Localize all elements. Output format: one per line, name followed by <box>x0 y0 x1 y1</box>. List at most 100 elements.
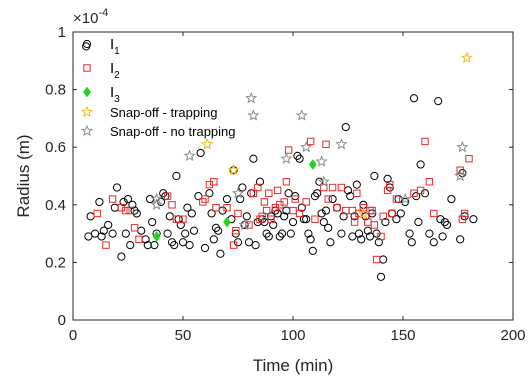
point-i1 <box>392 215 401 224</box>
plot-area <box>72 31 514 321</box>
point-i1 <box>209 235 218 244</box>
point-i2 <box>416 186 425 195</box>
point-i1 <box>324 223 333 232</box>
point-i2 <box>311 215 319 223</box>
point-i2 <box>254 183 262 192</box>
point-i1 <box>163 229 172 238</box>
point-snapoff-no-trapping <box>245 91 258 104</box>
x-axis-label: Time (min) <box>253 356 334 375</box>
point-i1 <box>187 209 196 218</box>
point-snapoff-no-trapping <box>247 109 260 121</box>
point-i1 <box>99 226 108 235</box>
point-i1 <box>401 197 410 207</box>
point-snapoff-no-trapping <box>231 186 245 199</box>
point-i1 <box>357 235 366 244</box>
point-i1 <box>97 232 106 241</box>
point-i2 <box>262 206 271 215</box>
point-i2 <box>465 155 473 163</box>
point-i1 <box>178 238 188 247</box>
y-exponent-label: ×10-4 <box>73 7 108 27</box>
point-i1 <box>425 229 434 238</box>
point-i1 <box>104 220 113 230</box>
point-i1 <box>189 226 199 235</box>
x-tick-label: 100 <box>280 327 305 344</box>
point-i2 <box>421 137 429 146</box>
point-i2 <box>229 241 238 249</box>
point-i3 <box>308 159 317 170</box>
point-i2 <box>280 198 288 206</box>
point-i1 <box>436 215 445 224</box>
legend-marker-snapoff-trapping <box>80 105 94 118</box>
point-i1 <box>295 154 304 163</box>
point-snapoff-no-trapping <box>300 140 313 153</box>
point-i1 <box>352 180 361 189</box>
point-i1 <box>365 232 375 241</box>
point-i2 <box>179 215 187 223</box>
point-i2 <box>337 183 346 192</box>
point-snapoff-trapping <box>227 163 240 176</box>
legend-label: Snap-off - no trapping <box>110 124 236 139</box>
y-tick-label: 1 <box>58 24 66 41</box>
point-i1 <box>108 229 117 238</box>
point-i1 <box>416 160 425 169</box>
point-i2 <box>265 189 273 197</box>
point-i2 <box>322 140 330 149</box>
point-snapoff-no-trapping <box>183 149 196 161</box>
point-i1 <box>148 217 157 227</box>
point-i1 <box>185 241 194 250</box>
legend-label-name: I <box>110 84 114 101</box>
point-i2 <box>130 224 139 232</box>
point-i1 <box>112 183 122 192</box>
point-i1 <box>288 217 298 227</box>
point-i2 <box>210 178 218 186</box>
point-i1 <box>414 217 423 227</box>
point-i2 <box>168 201 176 209</box>
point-i2 <box>372 255 381 264</box>
point-i2 <box>355 209 363 218</box>
legend-label-name: Snap-off - trapping <box>110 105 217 120</box>
legend-label: I1 <box>110 36 120 57</box>
point-i1 <box>440 217 449 227</box>
point-i3 <box>152 231 161 242</box>
point-i1 <box>313 189 322 198</box>
point-snapoff-no-trapping <box>315 155 328 167</box>
point-i2 <box>460 209 469 218</box>
point-i2 <box>258 212 266 221</box>
point-i2 <box>458 215 467 223</box>
legend-label: Snap-off - trapping <box>110 105 217 120</box>
point-i1 <box>196 148 205 158</box>
point-i1 <box>181 229 190 238</box>
data-points <box>82 42 478 281</box>
point-i1 <box>337 229 346 238</box>
y-exponent-power: -4 <box>98 7 108 19</box>
point-i2 <box>135 235 143 244</box>
point-i1 <box>381 217 390 227</box>
point-i2 <box>377 232 385 241</box>
point-i1 <box>383 174 392 183</box>
point-i1 <box>326 238 335 247</box>
point-i1 <box>293 151 302 160</box>
point-i1 <box>376 272 386 281</box>
point-i1 <box>407 238 416 247</box>
point-i1 <box>299 215 309 224</box>
y-tick-label: 0.6 <box>45 139 66 156</box>
point-i2 <box>245 221 253 229</box>
legend-label-name: I <box>110 60 114 77</box>
point-i1 <box>123 194 133 204</box>
point-snapoff-no-trapping <box>335 137 348 150</box>
point-i1 <box>396 209 405 218</box>
point-i2 <box>333 203 341 212</box>
point-i1 <box>117 252 126 261</box>
point-i2 <box>234 209 242 218</box>
point-i2 <box>122 206 130 215</box>
point-snapoff-no-trapping <box>150 198 163 210</box>
point-i1 <box>249 154 258 163</box>
point-i2 <box>249 189 258 197</box>
point-i1 <box>205 189 214 198</box>
point-i1 <box>286 229 295 238</box>
point-i2 <box>108 195 117 203</box>
point-snapoff-no-trapping <box>150 192 163 205</box>
y-tick-label: 0.8 <box>45 82 66 99</box>
y-axis-label: Radius (m) <box>14 134 33 217</box>
